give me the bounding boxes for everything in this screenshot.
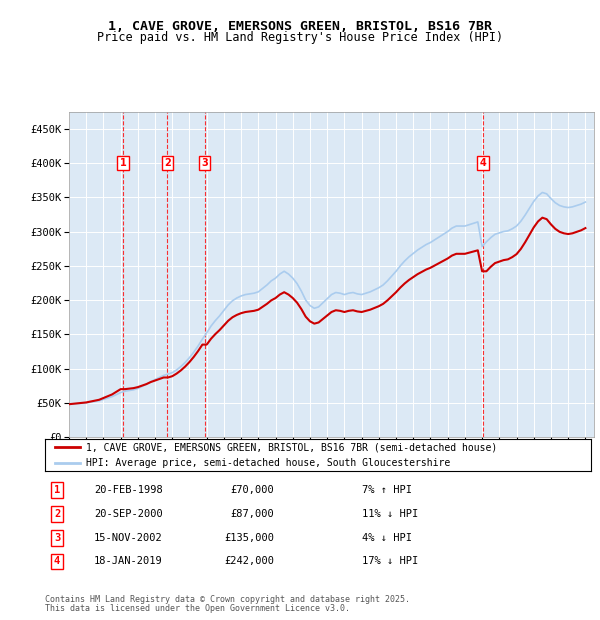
Text: 3: 3	[201, 158, 208, 168]
Text: £70,000: £70,000	[230, 485, 274, 495]
Text: 2: 2	[54, 509, 60, 519]
Text: £242,000: £242,000	[224, 557, 274, 567]
Text: 17% ↓ HPI: 17% ↓ HPI	[362, 557, 418, 567]
Text: 15-NOV-2002: 15-NOV-2002	[94, 533, 163, 542]
Text: 4: 4	[479, 158, 487, 168]
Text: £135,000: £135,000	[224, 533, 274, 542]
Text: 3: 3	[54, 533, 60, 542]
Text: 1: 1	[119, 158, 126, 168]
Text: 1: 1	[54, 485, 60, 495]
Text: 18-JAN-2019: 18-JAN-2019	[94, 557, 163, 567]
Text: 20-SEP-2000: 20-SEP-2000	[94, 509, 163, 519]
Text: Price paid vs. HM Land Registry's House Price Index (HPI): Price paid vs. HM Land Registry's House …	[97, 31, 503, 44]
Text: £87,000: £87,000	[230, 509, 274, 519]
Text: 4% ↓ HPI: 4% ↓ HPI	[362, 533, 412, 542]
Text: HPI: Average price, semi-detached house, South Gloucestershire: HPI: Average price, semi-detached house,…	[86, 458, 450, 468]
Text: Contains HM Land Registry data © Crown copyright and database right 2025.: Contains HM Land Registry data © Crown c…	[45, 595, 410, 604]
Text: 11% ↓ HPI: 11% ↓ HPI	[362, 509, 418, 519]
Text: 1, CAVE GROVE, EMERSONS GREEN, BRISTOL, BS16 7BR: 1, CAVE GROVE, EMERSONS GREEN, BRISTOL, …	[108, 20, 492, 33]
Text: 1, CAVE GROVE, EMERSONS GREEN, BRISTOL, BS16 7BR (semi-detached house): 1, CAVE GROVE, EMERSONS GREEN, BRISTOL, …	[86, 442, 497, 452]
Text: This data is licensed under the Open Government Licence v3.0.: This data is licensed under the Open Gov…	[45, 604, 350, 613]
Text: 4: 4	[54, 557, 60, 567]
Text: 2: 2	[164, 158, 171, 168]
Text: 7% ↑ HPI: 7% ↑ HPI	[362, 485, 412, 495]
Text: 20-FEB-1998: 20-FEB-1998	[94, 485, 163, 495]
